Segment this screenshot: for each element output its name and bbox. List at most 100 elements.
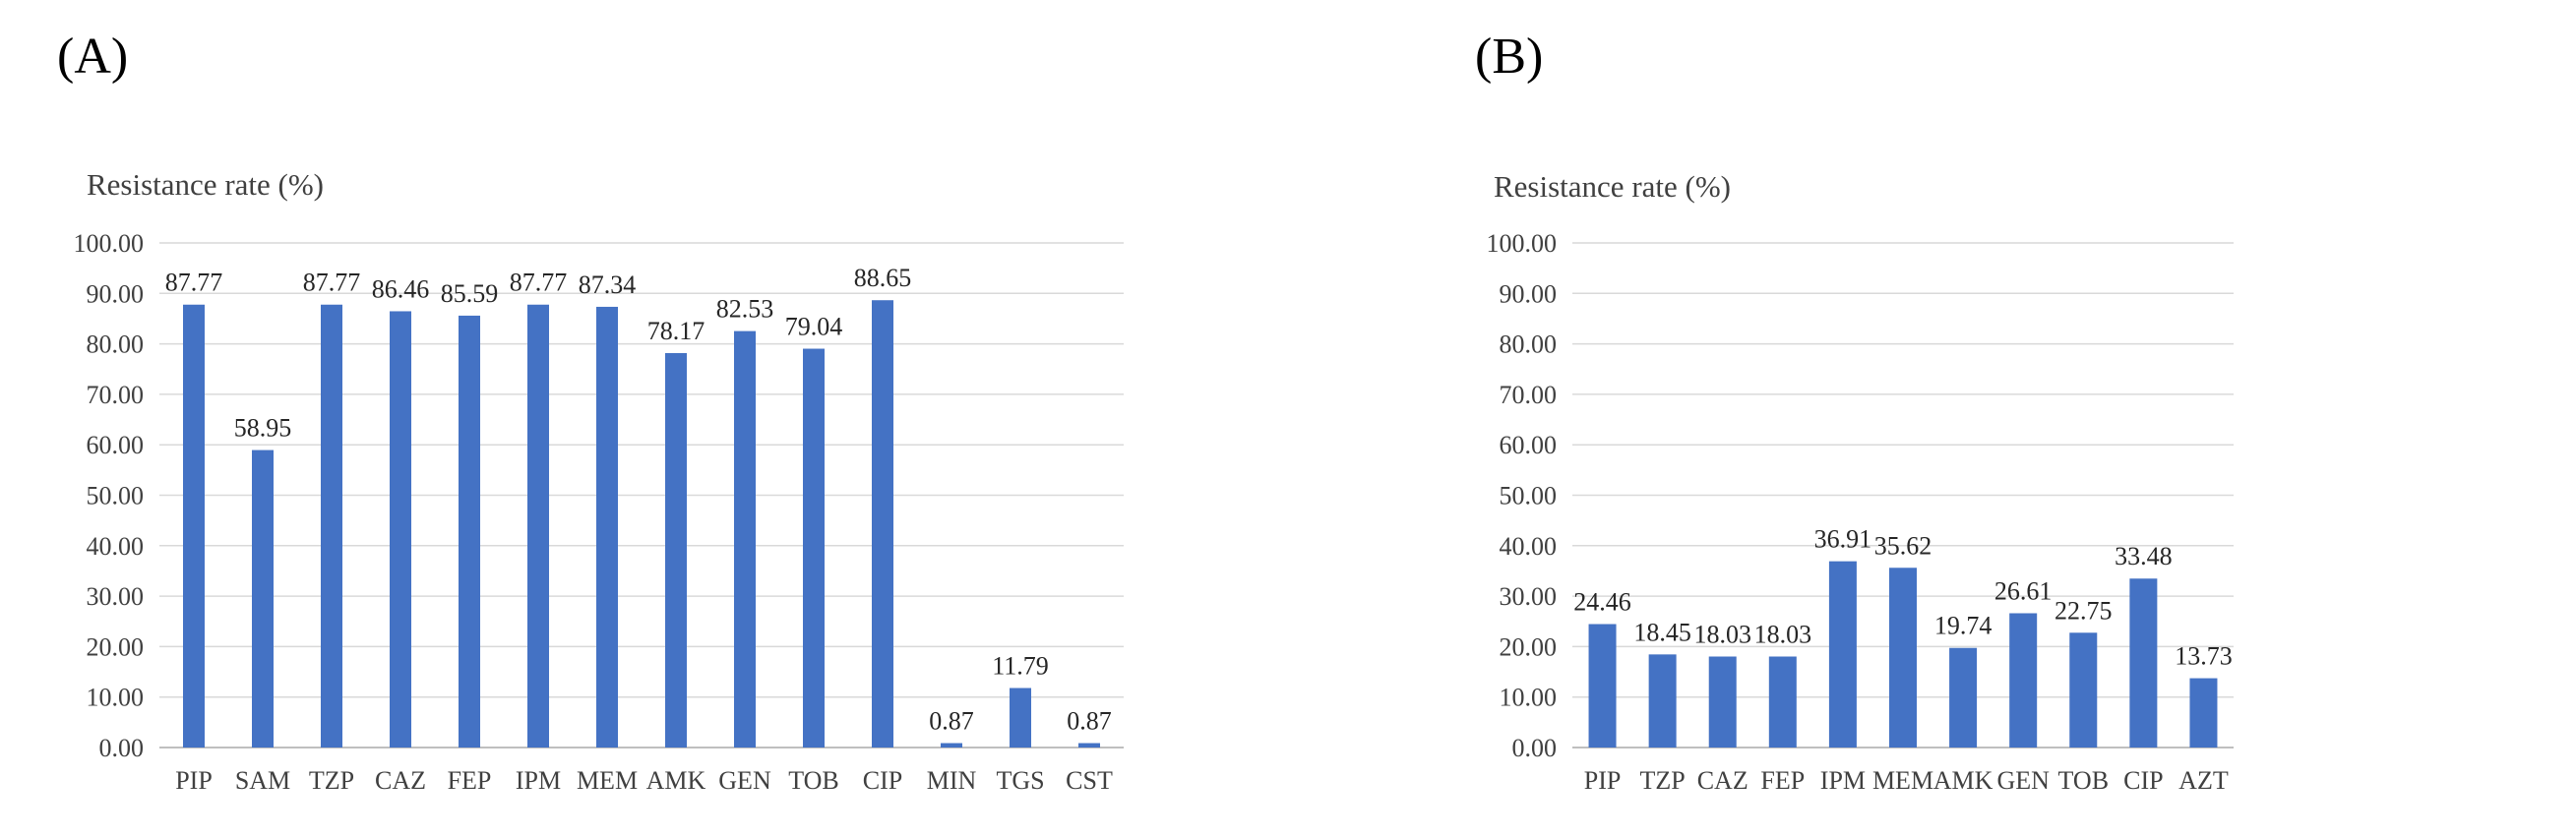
- data-label-b-azt: 13.73: [2175, 642, 2233, 671]
- y-tick-label-b: 50.00: [1500, 482, 1558, 510]
- data-label-a-cst: 0.87: [1067, 707, 1112, 736]
- y-tick-label-a: 30.00: [87, 582, 145, 611]
- x-tick-label-b-tzp: TZP: [1640, 766, 1686, 795]
- chart-b: Resistance rate (%) 0.00 10.00 20.00 30.00 40…: [1487, 169, 2234, 795]
- y-tick-label-b: 80.00: [1500, 330, 1558, 359]
- y-tick-label-b: 30.00: [1500, 582, 1558, 611]
- panel-b-label: (B): [1475, 29, 1544, 85]
- data-label-a-fep: 85.59: [441, 279, 499, 308]
- bar-a-tob: [803, 348, 825, 748]
- data-label-a-tzp: 87.77: [303, 269, 361, 297]
- x-tick-label-b-cip: CIP: [2123, 766, 2163, 795]
- y-axis-label-b: Resistance rate (%): [1494, 169, 1731, 204]
- data-label-a-min: 0.87: [929, 707, 974, 736]
- data-label-b-tob: 22.75: [2055, 596, 2113, 625]
- y-tick-label-a: 60.00: [87, 431, 145, 459]
- data-label-b-ipm: 36.91: [1814, 525, 1872, 554]
- data-label-a-pip: 87.77: [165, 269, 223, 297]
- bar-b-fep: [1768, 656, 1797, 748]
- bar-a-caz: [390, 311, 411, 748]
- y-tick-label-a: 40.00: [87, 532, 145, 561]
- x-tick-label-a-amk: AMK: [646, 766, 706, 795]
- x-tick-label-b-tob: TOB: [2058, 766, 2110, 795]
- data-label-a-sam: 58.95: [234, 414, 292, 443]
- bar-b-tob: [2069, 632, 2098, 748]
- bar-a-pip: [183, 304, 205, 748]
- data-label-a-amk: 78.17: [647, 317, 705, 345]
- data-label-a-gen: 82.53: [716, 295, 774, 324]
- x-tick-label-b-amk: AMK: [1933, 766, 1993, 795]
- data-label-a-cip: 88.65: [854, 264, 912, 292]
- bar-b-pip: [1588, 624, 1617, 748]
- chart-a: Resistance rate (%) 0.00 10.00 20.00 30.00 40…: [74, 167, 1124, 795]
- y-tick-label-b: 100.00: [1487, 229, 1558, 258]
- bar-b-azt: [2189, 678, 2218, 748]
- x-tick-label-b-gen: GEN: [1996, 766, 2050, 795]
- bar-a-amk: [665, 352, 687, 748]
- data-label-a-tgs: 11.79: [992, 652, 1049, 681]
- bar-a-gen: [734, 330, 756, 748]
- data-label-b-cip: 33.48: [2115, 542, 2173, 570]
- x-tick-label-a-caz: CAZ: [375, 766, 426, 795]
- data-label-b-pip: 24.46: [1573, 588, 1631, 617]
- bar-a-fep: [459, 315, 480, 748]
- x-tick-label-b-azt: AZT: [2178, 766, 2229, 795]
- bar-b-tzp: [1648, 654, 1677, 748]
- data-label-b-fep: 18.03: [1754, 621, 1812, 649]
- bar-a-tzp: [321, 304, 342, 748]
- data-label-a-tob: 79.04: [785, 313, 843, 341]
- panel-b: (B) Resistance rate (%) 0.00 10.00 20.00 30.…: [1288, 0, 2576, 838]
- x-tick-label-a-fep: FEP: [448, 766, 492, 795]
- bar-b-mem: [1889, 568, 1917, 748]
- x-tick-label-a-sam: SAM: [235, 766, 290, 795]
- x-tick-label-b-mem: MEM: [1872, 766, 1933, 795]
- bar-b-amk: [1949, 647, 1978, 748]
- x-tick-label-a-pip: PIP: [175, 766, 213, 795]
- bar-a-cst: [1078, 743, 1100, 748]
- data-label-b-mem: 35.62: [1874, 531, 1932, 560]
- x-tick-label-b-ipm: IPM: [1820, 766, 1866, 795]
- bar-a-tgs: [1010, 688, 1031, 748]
- bar-a-mem: [596, 306, 618, 748]
- y-tick-label-a: 10.00: [87, 684, 145, 712]
- bar-b-ipm: [1828, 561, 1857, 748]
- bar-a-ipm: [527, 304, 549, 748]
- bar-a-cip: [872, 300, 893, 748]
- y-tick-label-a: 20.00: [87, 632, 145, 661]
- bar-a-sam: [252, 449, 274, 748]
- x-tick-label-a-cip: CIP: [863, 766, 902, 795]
- x-tick-label-b-fep: FEP: [1760, 766, 1805, 795]
- bar-a-min: [941, 743, 962, 748]
- data-label-a-mem: 87.34: [579, 270, 637, 299]
- y-tick-label-b: 20.00: [1500, 632, 1558, 661]
- panel-a: (A) Resistance rate (%) 0.00 10.00 20.00 30.…: [57, 29, 1124, 795]
- y-tick-label-a: 90.00: [87, 279, 145, 308]
- data-label-a-ipm: 87.77: [510, 269, 568, 297]
- y-tick-label-b: 10.00: [1500, 684, 1558, 712]
- x-tick-label-a-min: MIN: [927, 766, 977, 795]
- x-tick-label-a-gen: GEN: [718, 766, 771, 795]
- bar-b-cip: [2129, 578, 2158, 748]
- x-tick-label-b-pip: PIP: [1584, 766, 1622, 795]
- x-tick-label-a-mem: MEM: [577, 766, 638, 795]
- x-tick-label-a-tzp: TZP: [309, 766, 354, 795]
- x-tick-label-a-cst: CST: [1066, 766, 1113, 795]
- y-tick-label-a: 70.00: [87, 381, 145, 409]
- bar-b-gen: [2009, 613, 2038, 748]
- y-tick-label-a: 80.00: [87, 330, 145, 359]
- x-tick-label-a-tob: TOB: [788, 766, 839, 795]
- x-tick-label-a-tgs: TGS: [996, 766, 1044, 795]
- data-label-b-gen: 26.61: [1994, 576, 2053, 605]
- y-tick-label-a: 100.00: [74, 229, 145, 258]
- y-axis-label-a: Resistance rate (%): [87, 167, 324, 202]
- x-tick-label-a-ipm: IPM: [516, 766, 561, 795]
- data-label-a-caz: 86.46: [372, 274, 430, 303]
- data-label-b-caz: 18.03: [1693, 621, 1751, 649]
- y-tick-label-b: 0.00: [1512, 734, 1558, 762]
- panel-a-label: (A): [57, 29, 129, 85]
- y-tick-label-a: 0.00: [99, 734, 145, 762]
- data-label-b-amk: 19.74: [1934, 612, 1993, 640]
- y-tick-label-a: 50.00: [87, 482, 145, 510]
- y-tick-label-b: 60.00: [1500, 431, 1558, 459]
- y-tick-label-b: 70.00: [1500, 381, 1558, 409]
